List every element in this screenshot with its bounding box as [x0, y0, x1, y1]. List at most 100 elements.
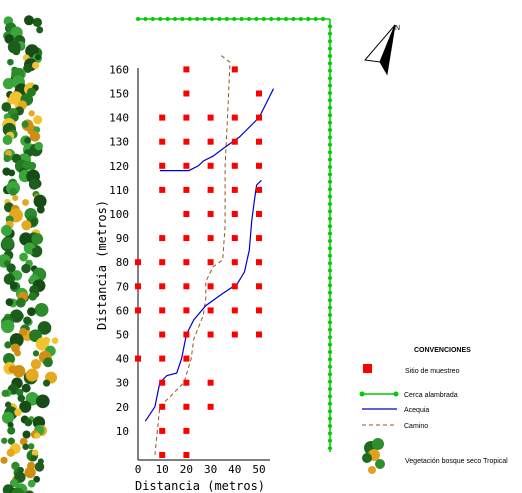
vegetation-blob [7, 58, 14, 66]
vegetation-blob [9, 187, 18, 196]
fence-post [210, 17, 214, 21]
sampling-site [183, 114, 190, 121]
fence-post [328, 350, 332, 354]
fence-post [136, 17, 140, 21]
sampling-site [159, 307, 166, 314]
vegetation-blob [32, 247, 39, 254]
fence-post [328, 298, 332, 303]
fence-post [328, 68, 332, 73]
fence-post [328, 268, 332, 273]
sampling-site [231, 186, 238, 193]
vegetation-blob [35, 394, 50, 409]
y-tick-label: 80 [116, 256, 129, 269]
x-tick-label: 40 [228, 463, 241, 476]
sampling-site [135, 355, 141, 362]
fence-post [291, 17, 296, 21]
y-tick-label: 130 [109, 136, 129, 149]
vegetation-blob [7, 421, 14, 428]
fence-post [328, 239, 332, 243]
legend-road-label: Camino [404, 423, 428, 430]
y-tick-label: 120 [109, 160, 129, 173]
fence-post [321, 17, 325, 21]
sampling-site [207, 138, 214, 145]
fence-post [328, 431, 332, 436]
fence-post [254, 17, 259, 21]
sampling-site [183, 138, 190, 145]
fence-post [173, 17, 177, 21]
vegetation-blob [36, 205, 45, 214]
sampling-site [159, 403, 166, 410]
sampling-site [159, 162, 166, 169]
sampling-site [159, 452, 166, 458]
vegetation-blob [33, 194, 47, 208]
vegetation-blob [22, 160, 33, 171]
sampling-site [256, 114, 262, 121]
sampling-site [183, 283, 190, 290]
fence-post [328, 76, 332, 81]
fence-post [195, 17, 200, 21]
vegetation-blob [2, 135, 13, 145]
vegetation-blob [15, 297, 26, 308]
fence-post [158, 17, 163, 21]
sampling-site [207, 379, 214, 386]
vegetation-blob [2, 77, 15, 90]
vegetation-blob [30, 455, 37, 462]
fence-post [328, 438, 332, 443]
y-tick-label: 10 [116, 425, 129, 438]
sampling-site [231, 283, 238, 290]
road-line [154, 54, 231, 456]
sampling-site [256, 331, 262, 338]
sampling-site [159, 235, 166, 242]
vegetation-blob [3, 154, 11, 163]
vegetation-blob [24, 137, 31, 144]
vegetation-blob [24, 490, 34, 493]
vegetation-blob [7, 426, 16, 435]
legend-fence-label: Cerca alambrada [404, 392, 458, 399]
y-tick-label: 100 [109, 208, 129, 221]
vegetation-blob [33, 115, 43, 125]
sampling-site [207, 114, 214, 121]
sampling-site [231, 307, 238, 314]
fence-post [328, 261, 332, 266]
sampling-site [135, 259, 141, 266]
fence-post [284, 17, 288, 21]
sampling-site [207, 283, 214, 290]
sampling-site [183, 162, 190, 169]
sampling-site [183, 211, 190, 217]
vegetation-blob [17, 394, 25, 402]
vegetation-blob [28, 110, 35, 117]
fence-post [328, 120, 332, 125]
fence-post [298, 17, 303, 21]
fence-post [276, 17, 281, 21]
vegetation-blob [7, 96, 15, 105]
fence-post [328, 135, 332, 140]
sampling-site [256, 235, 262, 242]
vegetation-blob [43, 357, 53, 368]
fence-post [328, 128, 332, 132]
x-tick-label: 50 [252, 463, 265, 476]
sampling-site [183, 403, 190, 410]
vegetation-blob [14, 349, 21, 357]
fence-post [328, 39, 332, 44]
y-tick-label: 70 [116, 280, 129, 293]
vegetation-blob [23, 316, 32, 325]
fence-post [328, 54, 332, 58]
vegetation-blob [12, 194, 19, 202]
vegetation-blob [0, 224, 13, 237]
canal-line-upper [159, 88, 275, 172]
sampling-site [159, 379, 166, 386]
sampling-site [256, 307, 262, 314]
vegetation-blob [31, 61, 40, 69]
sampling-site [183, 259, 190, 266]
vegetation-blob [25, 368, 39, 382]
fence-post [328, 216, 332, 221]
vegetation-blob [16, 388, 24, 397]
fence-post [217, 17, 222, 21]
fence-post [328, 335, 332, 340]
fence-post [165, 17, 170, 21]
sampling-site [207, 186, 214, 193]
fence-post [328, 231, 332, 236]
x-tick-label: 10 [156, 463, 169, 476]
fence-post [328, 24, 332, 29]
fence-post [187, 17, 192, 21]
